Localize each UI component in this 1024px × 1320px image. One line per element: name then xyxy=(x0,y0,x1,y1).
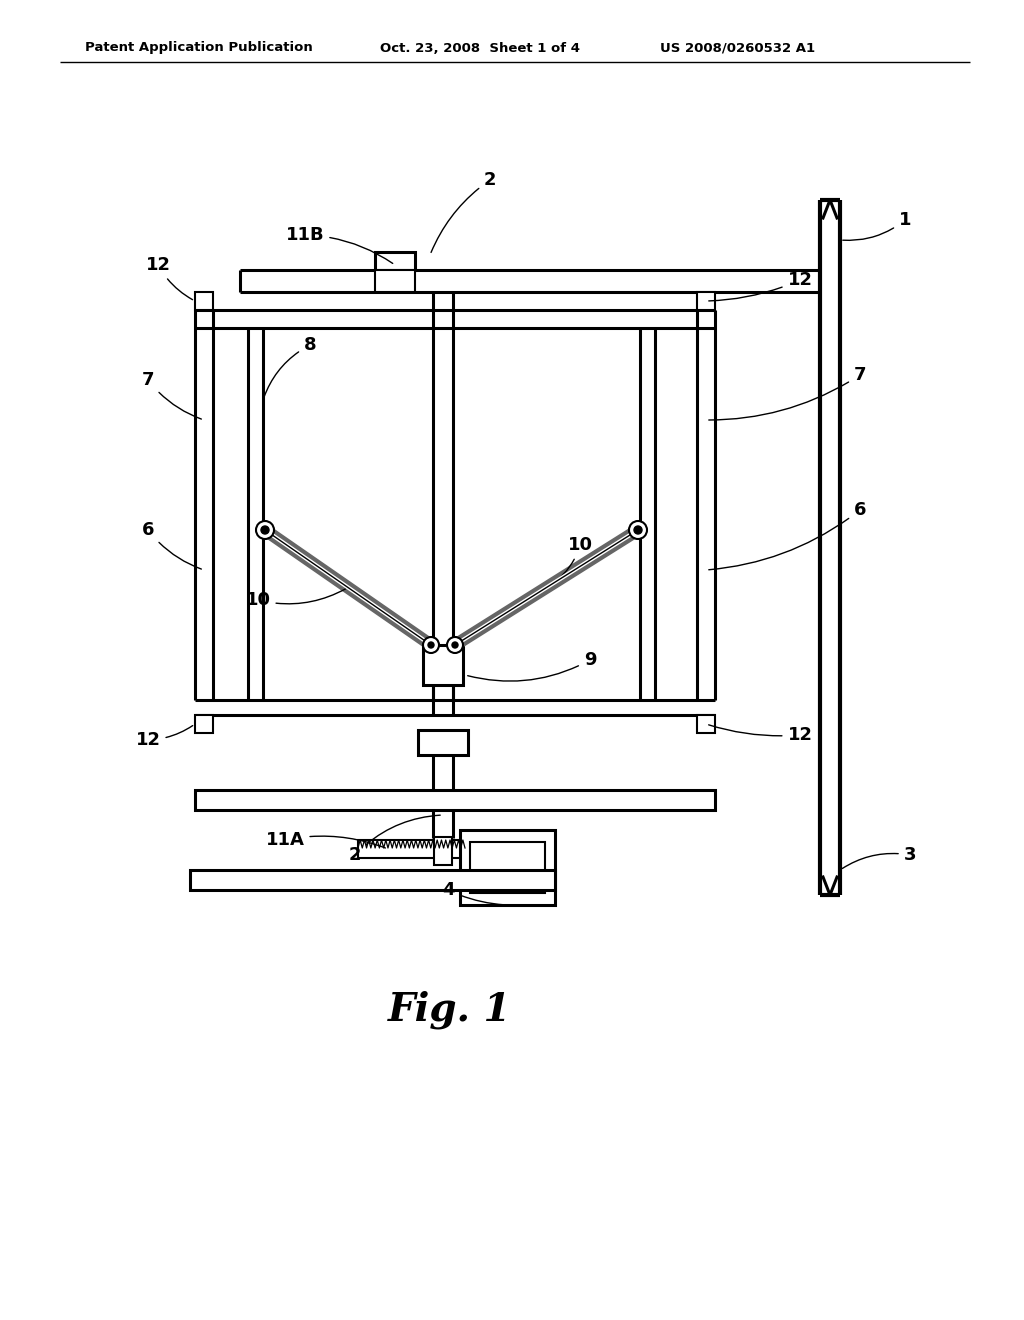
Text: Patent Application Publication: Patent Application Publication xyxy=(85,41,312,54)
Bar xyxy=(375,252,415,271)
Text: 6: 6 xyxy=(141,521,202,569)
Bar xyxy=(195,292,213,310)
Text: 11B: 11B xyxy=(286,226,393,264)
Bar xyxy=(460,830,555,906)
Circle shape xyxy=(428,642,434,648)
Bar xyxy=(195,715,213,733)
Text: US 2008/0260532 A1: US 2008/0260532 A1 xyxy=(660,41,815,54)
Text: Fig. 1: Fig. 1 xyxy=(388,991,512,1030)
Text: 1: 1 xyxy=(843,211,911,240)
Text: 7: 7 xyxy=(709,366,866,420)
Text: 4: 4 xyxy=(441,880,504,904)
Text: 6: 6 xyxy=(709,502,866,570)
Bar xyxy=(697,292,715,310)
Text: 10: 10 xyxy=(246,589,345,609)
Text: 2: 2 xyxy=(431,172,497,252)
Bar xyxy=(375,271,415,292)
Text: 3: 3 xyxy=(843,846,916,869)
Circle shape xyxy=(452,642,458,648)
Circle shape xyxy=(629,521,647,539)
Text: 12: 12 xyxy=(135,726,193,748)
Bar xyxy=(418,730,468,755)
Bar xyxy=(697,715,715,733)
Circle shape xyxy=(423,638,439,653)
Text: 10: 10 xyxy=(549,536,593,586)
Circle shape xyxy=(261,525,269,535)
Text: 8: 8 xyxy=(264,337,316,397)
Bar xyxy=(470,842,545,894)
Bar xyxy=(190,870,555,890)
Circle shape xyxy=(447,638,463,653)
Text: 11A: 11A xyxy=(265,832,385,849)
Text: 7: 7 xyxy=(141,371,202,418)
Text: 12: 12 xyxy=(709,725,812,744)
Bar xyxy=(195,789,715,810)
Circle shape xyxy=(256,521,274,539)
Text: 12: 12 xyxy=(709,271,812,301)
Bar xyxy=(358,840,465,858)
Text: 9: 9 xyxy=(468,651,596,681)
Bar xyxy=(434,837,452,865)
Circle shape xyxy=(634,525,642,535)
Text: 12: 12 xyxy=(145,256,193,300)
Text: Oct. 23, 2008  Sheet 1 of 4: Oct. 23, 2008 Sheet 1 of 4 xyxy=(380,41,580,54)
Text: 2: 2 xyxy=(349,816,440,865)
Bar xyxy=(423,645,463,685)
